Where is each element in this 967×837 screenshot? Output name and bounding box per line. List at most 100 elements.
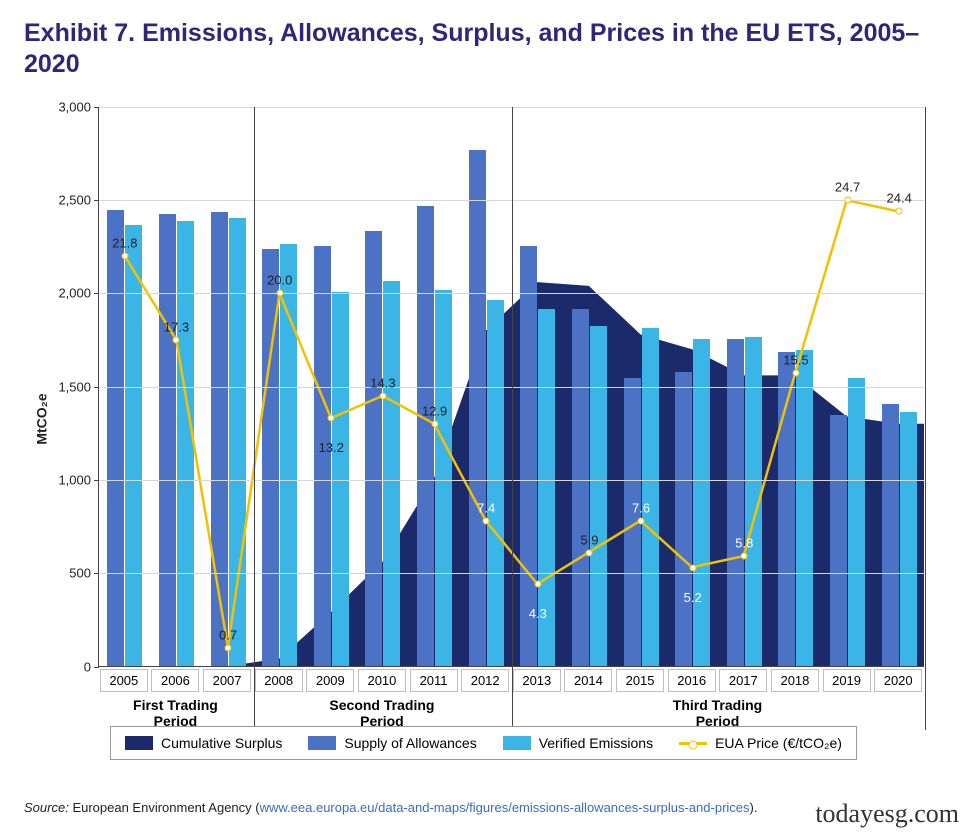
x-tick-label: 2019 [823, 669, 871, 692]
legend-item: EUA Price (€/tCO₂e) [679, 735, 842, 751]
bar-supply-allowances [675, 372, 692, 665]
price-point-label: 17.3 [164, 319, 189, 334]
bar-supply-allowances [417, 206, 434, 665]
chart-title: Exhibit 7. Emissions, Allowances, Surplu… [24, 18, 943, 81]
price-point-label: 7.6 [632, 500, 650, 515]
price-point-marker [534, 581, 541, 588]
y-tick-label: 1,500 [58, 379, 99, 394]
price-point-marker [741, 553, 748, 560]
bar-verified-emissions [332, 292, 349, 665]
bar-verified-emissions [229, 218, 246, 666]
price-point-marker [173, 336, 180, 343]
bar-supply-allowances [727, 339, 744, 666]
legend-swatch [679, 742, 707, 745]
bar-verified-emissions [125, 225, 142, 666]
price-point-marker [586, 549, 593, 556]
price-point-marker [689, 564, 696, 571]
price-point-marker [638, 517, 645, 524]
price-point-label: 15.5 [783, 353, 808, 368]
bar-verified-emissions [383, 281, 400, 666]
legend-swatch [125, 736, 153, 750]
bar-supply-allowances [830, 415, 847, 665]
bar-supply-allowances [365, 231, 382, 666]
bar-supply-allowances [520, 246, 537, 666]
bar-verified-emissions [435, 290, 452, 665]
legend-label: Supply of Allowances [344, 735, 476, 751]
x-tick-label: 2015 [616, 669, 664, 692]
x-tick-label: 2010 [358, 669, 406, 692]
price-point-marker [121, 252, 128, 259]
bar-verified-emissions [487, 300, 504, 666]
legend-item: Verified Emissions [503, 735, 653, 751]
legend-swatch [308, 736, 336, 750]
price-point-marker [379, 392, 386, 399]
y-tick-label: 3,000 [58, 99, 99, 114]
bar-supply-allowances [882, 404, 899, 665]
price-point-label: 0.7 [219, 627, 237, 642]
x-tick-label: 2017 [719, 669, 767, 692]
x-tick-label: 2013 [513, 669, 561, 692]
price-point-marker [431, 420, 438, 427]
legend-label: Cumulative Surplus [161, 735, 282, 751]
price-point-label: 21.8 [112, 235, 137, 250]
period-label: Third TradingPeriod [643, 697, 793, 729]
chart-container: MtCO₂e 05001,0001,5002,0002,5003,00021.8… [24, 99, 934, 739]
period-label: Second TradingPeriod [307, 697, 457, 729]
source-citation: Source: European Environment Agency (www… [24, 800, 757, 815]
bar-supply-allowances [159, 214, 176, 666]
x-tick-label: 2006 [151, 669, 199, 692]
bar-supply-allowances [778, 352, 795, 666]
watermark: todayesg.com [815, 799, 959, 829]
bar-verified-emissions [900, 412, 917, 666]
bar-verified-emissions [796, 350, 813, 665]
period-separator [254, 107, 255, 730]
price-point-marker [225, 644, 232, 651]
price-point-label: 24.4 [887, 191, 912, 206]
bar-supply-allowances [211, 212, 228, 666]
legend-item: Supply of Allowances [308, 735, 476, 751]
legend: Cumulative Surplus Supply of Allowances Ve… [110, 726, 857, 760]
price-point-label: 12.9 [422, 403, 447, 418]
price-point-label: 14.3 [370, 375, 395, 390]
source-link[interactable]: www.eea.europa.eu/data-and-maps/figures/… [260, 800, 750, 815]
bar-verified-emissions [848, 378, 865, 665]
plot-area: 05001,0001,5002,0002,5003,00021.817.30.7… [98, 107, 924, 667]
price-point-label: 20.0 [267, 273, 292, 288]
price-point-marker [844, 196, 851, 203]
bar-supply-allowances [572, 309, 589, 666]
price-point-marker [276, 290, 283, 297]
price-point-label: 13.2 [319, 440, 344, 455]
x-tick-label: 2007 [203, 669, 251, 692]
bar-verified-emissions [280, 244, 297, 666]
x-tick-label: 2011 [410, 669, 458, 692]
x-tick-label: 2012 [461, 669, 509, 692]
x-tick-label: 2014 [564, 669, 612, 692]
legend-swatch [503, 736, 531, 750]
bar-verified-emissions [693, 339, 710, 666]
x-tick-label: 2016 [668, 669, 716, 692]
price-point-marker [328, 415, 335, 422]
price-point-label: 5.9 [580, 532, 598, 547]
price-point-label: 4.3 [529, 606, 547, 621]
price-point-marker [896, 208, 903, 215]
period-separator [512, 107, 513, 730]
price-point-label: 24.7 [835, 179, 860, 194]
x-tick-label: 2008 [255, 669, 303, 692]
legend-label: EUA Price (€/tCO₂e) [715, 735, 842, 751]
bar-verified-emissions [642, 328, 659, 666]
period-label: First TradingPeriod [100, 697, 250, 729]
legend-item: Cumulative Surplus [125, 735, 282, 751]
bar-supply-allowances [314, 246, 331, 666]
bar-supply-allowances [469, 150, 486, 665]
y-tick-label: 1,000 [58, 472, 99, 487]
x-tick-label: 2020 [874, 669, 922, 692]
y-tick-label: 2,000 [58, 286, 99, 301]
price-point-marker [792, 370, 799, 377]
bar-supply-allowances [107, 210, 124, 665]
bar-verified-emissions [590, 326, 607, 666]
price-point-marker [483, 517, 490, 524]
price-point-label: 7.4 [477, 500, 495, 515]
x-tick-label: 2018 [771, 669, 819, 692]
price-point-label: 5.2 [684, 590, 702, 605]
x-tick-label: 2005 [100, 669, 148, 692]
